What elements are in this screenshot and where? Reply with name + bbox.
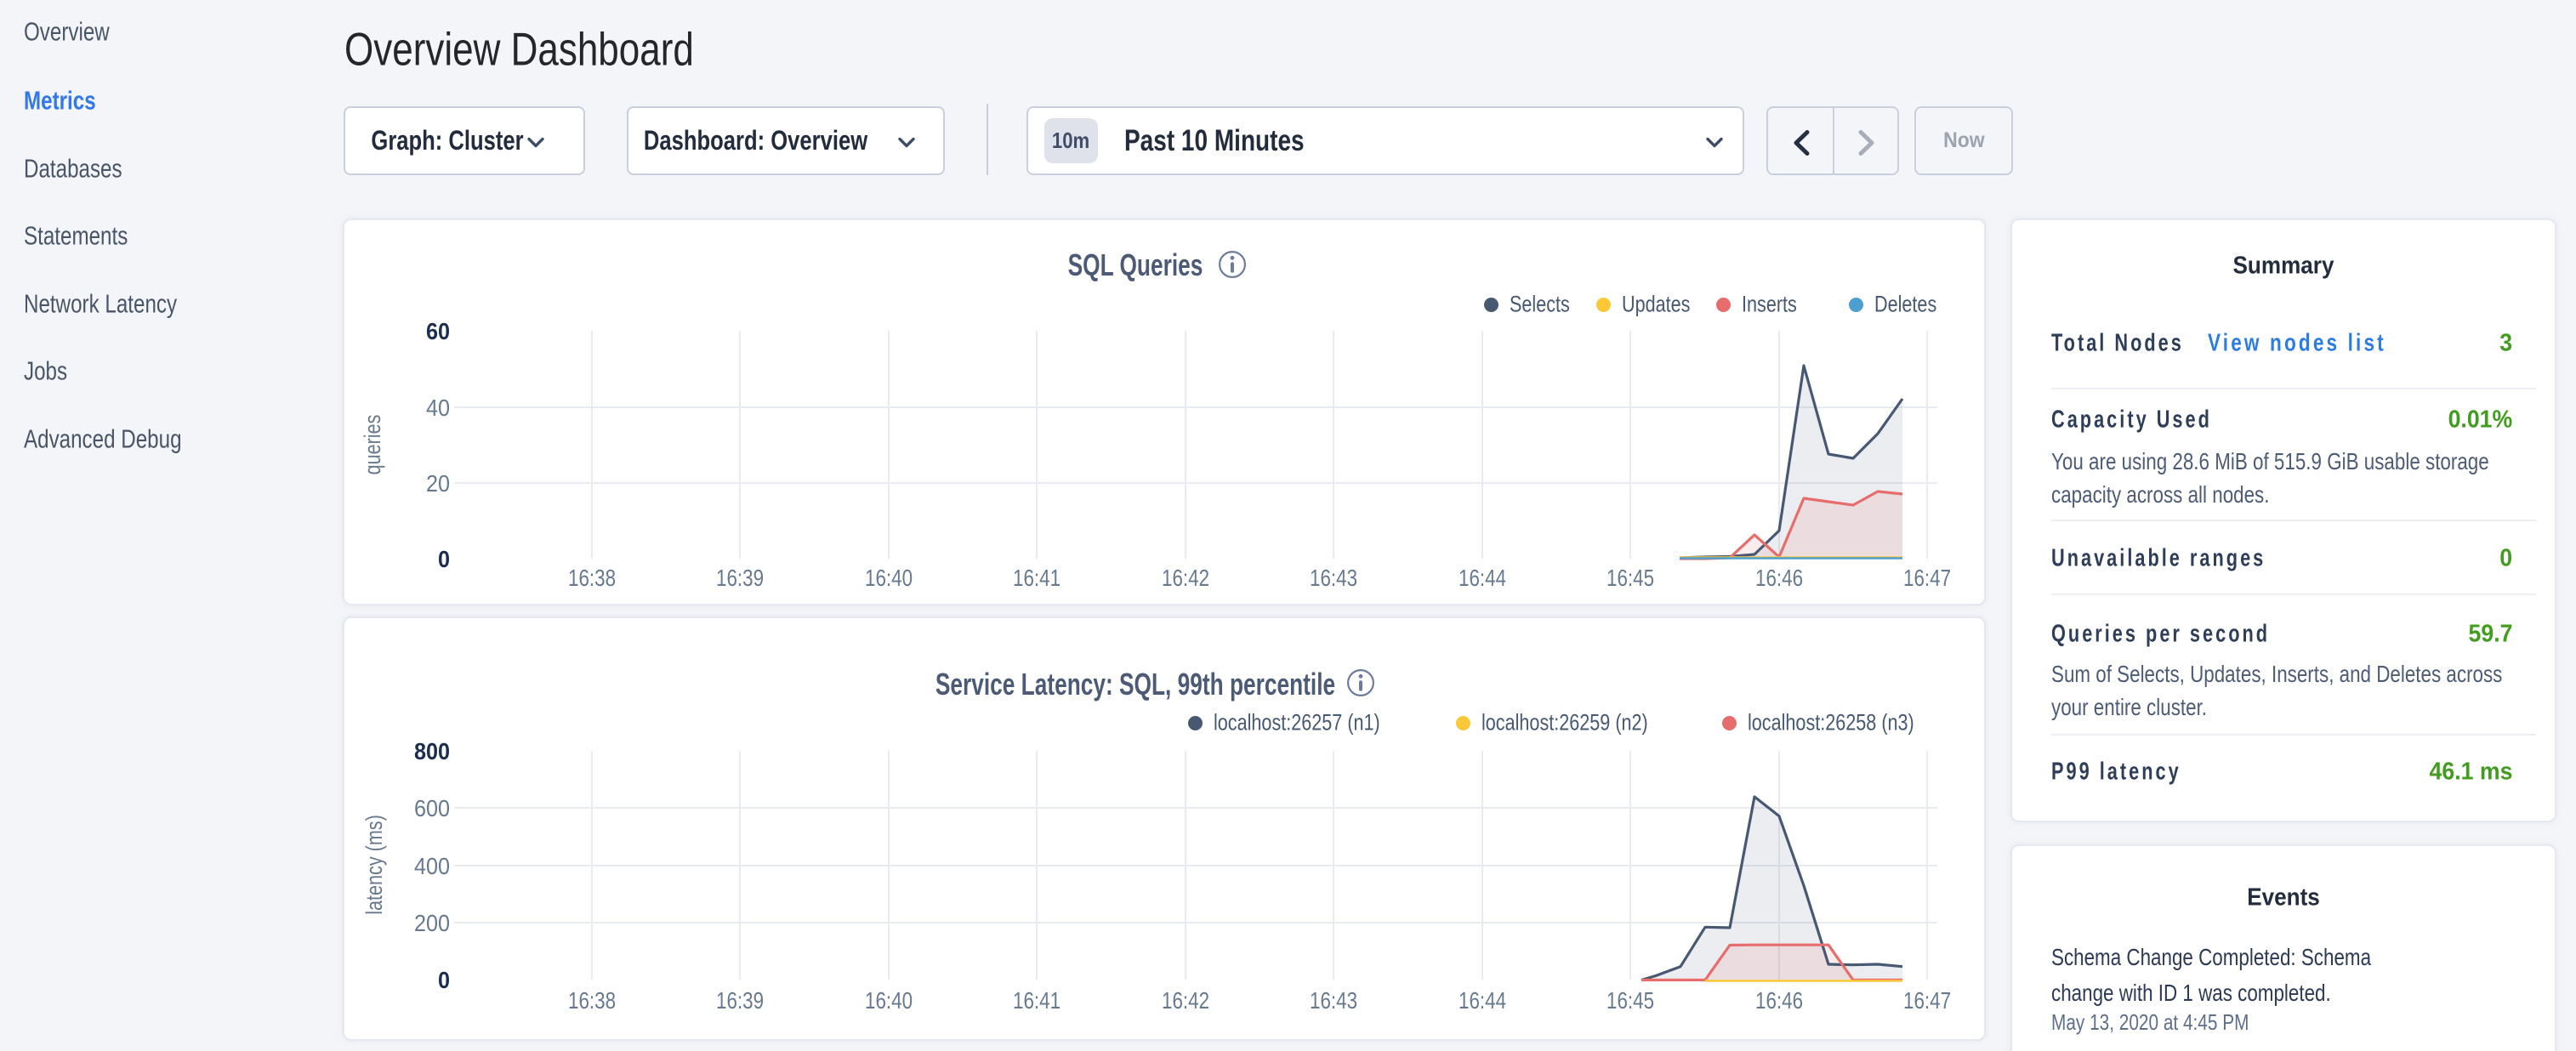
svg-text:60: 60 xyxy=(426,318,450,345)
svg-text:200: 200 xyxy=(414,910,450,937)
svg-text:16:42: 16:42 xyxy=(1162,565,1209,592)
svg-text:16:41: 16:41 xyxy=(1013,565,1061,592)
svg-text:queries: queries xyxy=(361,415,386,475)
svg-text:0: 0 xyxy=(438,967,450,994)
svg-text:16:47: 16:47 xyxy=(1903,988,1951,1014)
svg-text:16:41: 16:41 xyxy=(1013,988,1061,1014)
svg-text:0: 0 xyxy=(438,546,450,573)
svg-text:16:47: 16:47 xyxy=(1903,565,1951,592)
svg-text:16:40: 16:40 xyxy=(865,988,913,1014)
svg-text:16:43: 16:43 xyxy=(1310,988,1357,1014)
svg-text:20: 20 xyxy=(426,470,450,497)
svg-text:16:43: 16:43 xyxy=(1310,565,1357,592)
svg-text:16:39: 16:39 xyxy=(716,565,764,592)
svg-text:16:42: 16:42 xyxy=(1162,988,1209,1014)
svg-text:400: 400 xyxy=(414,853,450,880)
svg-text:16:46: 16:46 xyxy=(1755,565,1803,592)
svg-text:16:38: 16:38 xyxy=(568,565,616,592)
svg-text:latency (ms): latency (ms) xyxy=(362,815,388,915)
svg-text:16:38: 16:38 xyxy=(568,988,616,1014)
svg-text:16:44: 16:44 xyxy=(1459,988,1506,1014)
svg-text:40: 40 xyxy=(426,395,450,422)
svg-text:16:39: 16:39 xyxy=(716,988,764,1014)
svg-text:16:45: 16:45 xyxy=(1606,565,1654,592)
svg-text:16:40: 16:40 xyxy=(865,565,913,592)
svg-text:16:44: 16:44 xyxy=(1459,565,1506,592)
svg-text:600: 600 xyxy=(414,795,450,822)
svg-text:16:46: 16:46 xyxy=(1755,988,1803,1014)
svg-text:800: 800 xyxy=(414,738,450,765)
svg-text:16:45: 16:45 xyxy=(1606,988,1654,1014)
